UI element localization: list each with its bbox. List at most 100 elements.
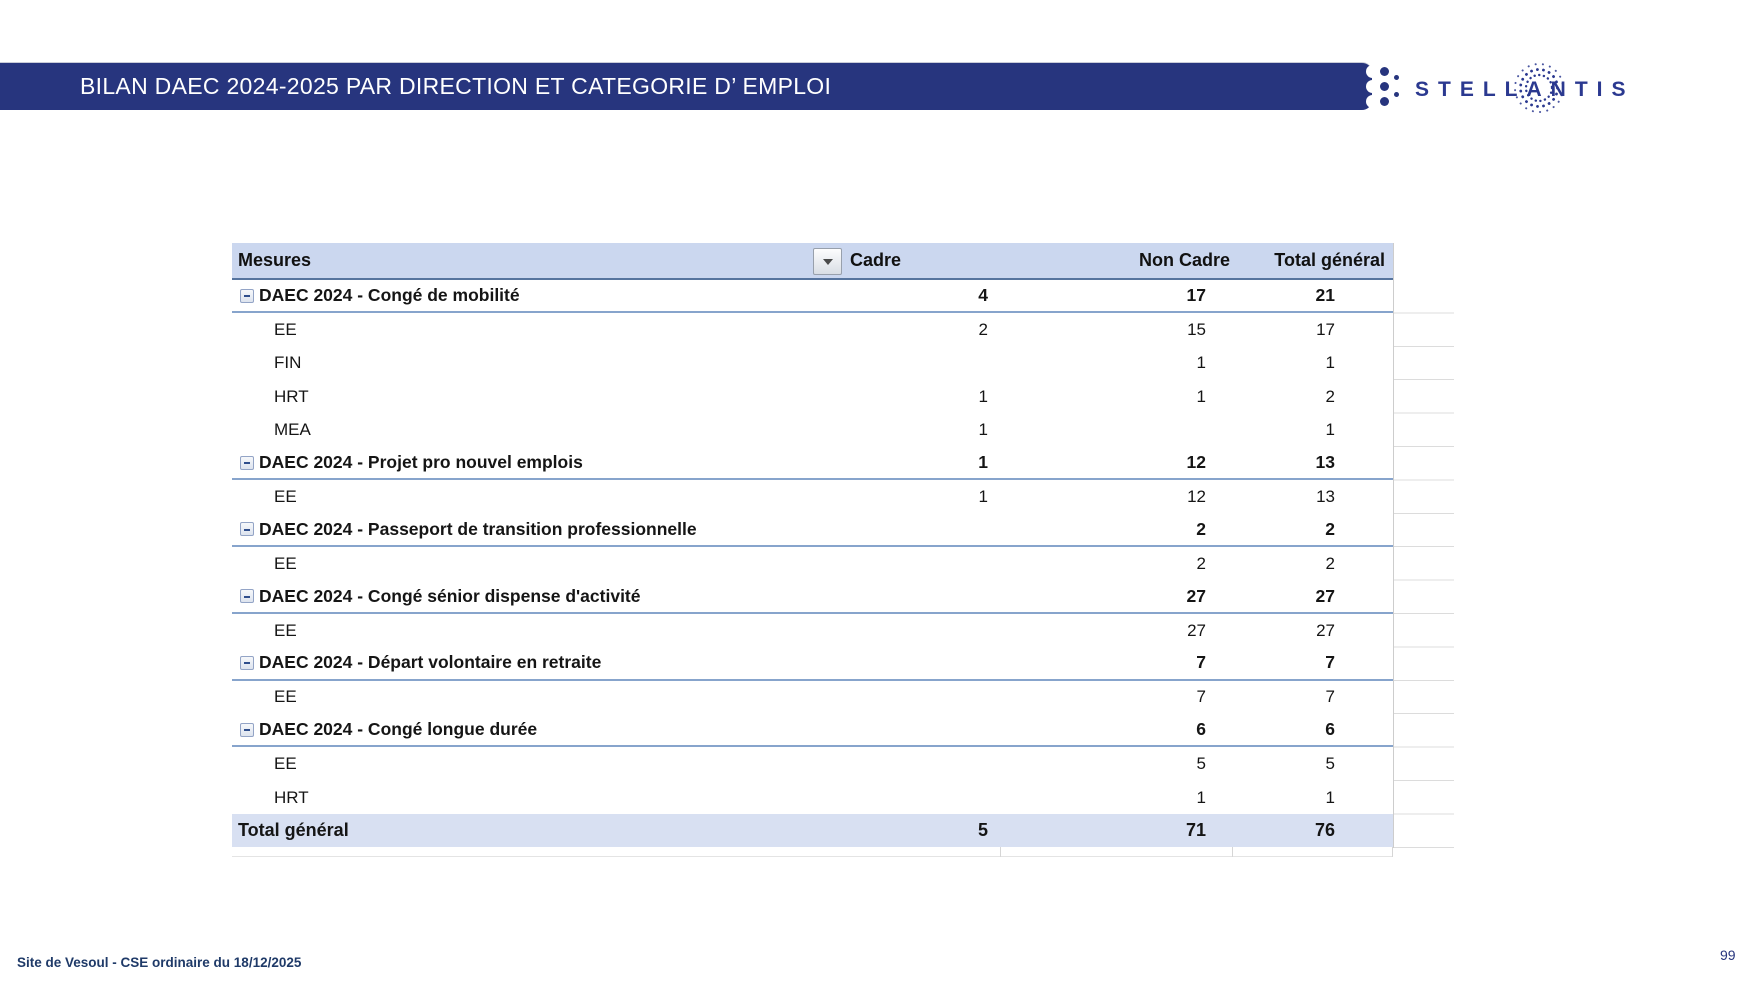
cadre-value: 1 — [978, 386, 988, 406]
column-header-total-general: Total général — [1274, 250, 1385, 270]
table-row: DAEC 2024 - Passeport de transition prof… — [232, 514, 1393, 548]
non-cadre-value: 15 — [1187, 320, 1206, 340]
page-number: 99 — [1720, 947, 1736, 963]
collapse-minus-icon[interactable] — [240, 522, 254, 537]
non-cadre-value: 5 — [1196, 754, 1206, 774]
row-label: DAEC 2024 - Congé longue durée — [259, 719, 538, 740]
total-cadre-value: 5 — [977, 820, 988, 841]
gridline-tick — [1232, 847, 1233, 858]
total-general-value: 1 — [1325, 787, 1335, 807]
collapse-minus-icon[interactable] — [240, 455, 254, 470]
collapse-minus-icon[interactable] — [240, 589, 254, 604]
non-cadre-value: 17 — [1186, 285, 1206, 306]
column-header-non-cadre: Non Cadre — [1138, 250, 1230, 270]
table-row: DAEC 2024 - Congé sénior dispense d'acti… — [232, 581, 1393, 614]
table-row: EE 2 15 17 — [232, 313, 1393, 346]
table-row: DAEC 2024 - Congé longue durée 6 6 — [232, 714, 1393, 748]
table-row: HRT 1 1 2 — [232, 380, 1393, 413]
total-general-value: 76 — [1314, 820, 1335, 841]
table-row: EE 1 12 13 — [232, 480, 1393, 513]
non-cadre-value: 27 — [1186, 585, 1206, 606]
row-label: EE — [274, 620, 297, 640]
cadre-value: 4 — [978, 285, 988, 306]
row-label: EE — [274, 320, 297, 340]
banner-edge-notch — [1365, 94, 1379, 108]
gridline-tick — [1392, 847, 1393, 858]
table-row: MEA 1 1 — [232, 414, 1393, 447]
row-label: HRT — [274, 787, 309, 807]
total-non-cadre-value: 71 — [1185, 820, 1206, 841]
non-cadre-value: 12 — [1186, 452, 1206, 473]
footer-text: Site de Vesoul - CSE ordinaire du 18/12/… — [17, 955, 302, 970]
table-row: HRT 1 1 — [232, 781, 1393, 814]
column-header-mesures: Mesures — [238, 250, 312, 270]
collapse-minus-icon[interactable] — [240, 288, 254, 303]
non-cadre-value: 27 — [1187, 620, 1206, 640]
row-label: DAEC 2024 - Passeport de transition prof… — [259, 518, 697, 539]
row-label: DAEC 2024 - Congé de mobilité — [259, 285, 520, 306]
table-row: DAEC 2024 - Départ volontaire en retrait… — [232, 647, 1393, 681]
pivot-rows: DAEC 2024 - Congé de mobilité 4 17 21 EE… — [232, 280, 1393, 814]
row-label: HRT — [274, 386, 309, 406]
banner-edge-dot — [1394, 75, 1399, 80]
total-general-value: 27 — [1315, 585, 1335, 606]
pivot-header-row: Mesures Cadre Non Cadre Total général — [232, 243, 1393, 280]
non-cadre-value: 7 — [1196, 652, 1206, 673]
table-bottom-gridline-strip — [232, 847, 1393, 858]
collapse-minus-icon[interactable] — [240, 655, 254, 670]
banner-edge-dot — [1394, 92, 1399, 97]
non-cadre-value: 2 — [1196, 553, 1206, 573]
total-general-value: 17 — [1316, 320, 1335, 340]
table-right-gutter-gridlines — [1394, 280, 1454, 849]
table-right-edge — [1393, 243, 1394, 848]
table-row: DAEC 2024 - Projet pro nouvel emplois 1 … — [232, 447, 1393, 481]
total-general-value: 7 — [1325, 687, 1335, 707]
non-cadre-value: 7 — [1196, 687, 1206, 707]
table-row: EE 27 27 — [232, 614, 1393, 647]
total-general-value: 2 — [1325, 518, 1335, 539]
non-cadre-value: 1 — [1196, 787, 1206, 807]
banner-edge-notch — [1365, 64, 1379, 78]
table-row: DAEC 2024 - Congé de mobilité 4 17 21 — [232, 280, 1393, 314]
total-row-label: Total général — [238, 820, 349, 841]
row-label: FIN — [274, 353, 302, 373]
non-cadre-value: 2 — [1196, 518, 1206, 539]
total-general-value: 2 — [1325, 386, 1335, 406]
non-cadre-value: 12 — [1187, 487, 1206, 507]
total-general-value: 27 — [1316, 620, 1335, 640]
table-row: EE 7 7 — [232, 681, 1393, 714]
row-label: EE — [274, 553, 297, 573]
gridline-tick — [1000, 847, 1001, 858]
collapse-minus-icon[interactable] — [240, 722, 254, 737]
non-cadre-value: 1 — [1196, 386, 1206, 406]
total-general-value: 7 — [1325, 652, 1335, 673]
stellantis-logo: STELLANTIS — [1405, 56, 1665, 120]
cadre-value: 2 — [978, 320, 988, 340]
row-label: EE — [274, 487, 297, 507]
total-general-value: 6 — [1325, 719, 1335, 740]
table-row: EE 5 5 — [232, 747, 1393, 780]
pivot-total-row: Total général 5 71 76 — [232, 814, 1393, 848]
cadre-value: 1 — [978, 452, 988, 473]
title-banner: BILAN DAEC 2024-2025 PAR DIRECTION ET CA… — [0, 62, 1372, 110]
table-row: FIN 1 1 — [232, 347, 1393, 380]
total-general-value: 13 — [1315, 452, 1335, 473]
row-label: EE — [274, 687, 297, 707]
total-general-value: 1 — [1325, 353, 1335, 373]
banner-edge-dot — [1379, 66, 1389, 76]
cadre-value: 1 — [978, 487, 988, 507]
row-label: DAEC 2024 - Congé sénior dispense d'acti… — [259, 585, 641, 606]
banner-edge-notch — [1365, 79, 1379, 93]
total-general-value: 2 — [1325, 553, 1335, 573]
banner-edge-dot — [1379, 96, 1389, 106]
filter-button[interactable] — [813, 248, 842, 275]
stellantis-emblem-icon: STELLANTIS — [1415, 63, 1635, 113]
row-label: DAEC 2024 - Projet pro nouvel emplois — [259, 452, 583, 473]
pivot-table: Mesures Cadre Non Cadre Total général DA… — [232, 243, 1454, 858]
slide-title: BILAN DAEC 2024-2025 PAR DIRECTION ET CA… — [80, 73, 832, 99]
non-cadre-value: 6 — [1196, 719, 1206, 740]
logo-text: STELLANTIS — [1415, 78, 1635, 101]
total-general-value: 13 — [1316, 487, 1335, 507]
table-row: EE 2 2 — [232, 547, 1393, 580]
